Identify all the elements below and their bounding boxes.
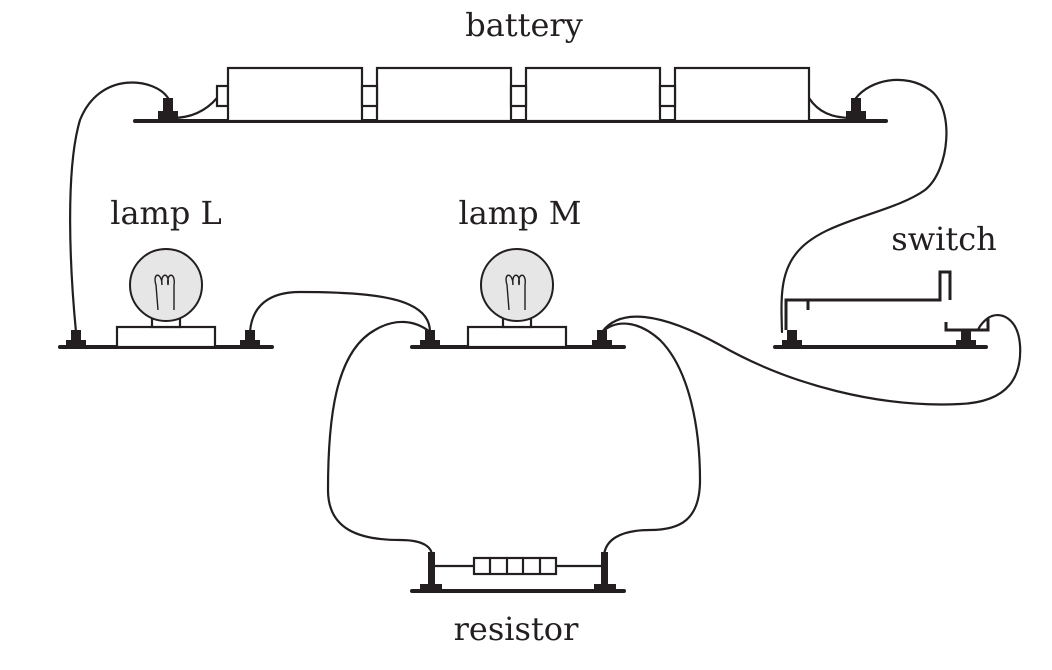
switch-terminal-left	[782, 330, 802, 348]
lamp-m-bulb	[480, 248, 554, 322]
wire-lamp-m-to-resistor-left	[326, 320, 434, 558]
battery-cell-3	[524, 66, 662, 123]
lamp-m-base	[466, 325, 568, 349]
wires	[69, 78, 1022, 558]
lamp-l-terminal-right	[240, 330, 260, 348]
battery	[133, 66, 888, 123]
lamp-l-filament	[154, 274, 175, 311]
lamp-l	[58, 248, 274, 349]
lamp-m-label: lamp M	[458, 194, 581, 232]
lamp-l-terminal-left	[66, 330, 86, 348]
battery-end-cap	[215, 84, 230, 108]
lamp-l-bulb	[129, 248, 203, 322]
switch-label: switch	[891, 220, 996, 258]
battery-right-lead	[807, 96, 854, 120]
switch	[773, 270, 990, 349]
battery-cell-connector	[658, 84, 677, 108]
lamp-m-terminal-right	[592, 330, 612, 348]
battery-cell-connector	[509, 84, 528, 108]
battery-cell-4	[673, 66, 811, 123]
battery-label: battery	[465, 6, 583, 44]
switch-terminal-right	[956, 330, 976, 348]
wire-battery-to-lamp-l	[69, 81, 170, 334]
resistor	[410, 552, 626, 593]
switch-lever	[784, 270, 952, 330]
lamp-m-filament	[505, 274, 526, 311]
wire-lamp-m-to-resistor-right	[600, 322, 702, 558]
battery-left-lead	[170, 96, 219, 120]
resistor-post-right	[594, 552, 616, 592]
resistor-body	[472, 556, 558, 576]
resistor-label: resistor	[454, 610, 579, 648]
battery-cell-1	[226, 66, 364, 123]
lamp-l-base	[115, 325, 217, 349]
wire-battery-to-switch	[780, 78, 948, 334]
battery-cell-connector	[360, 84, 379, 108]
battery-terminal-right	[846, 98, 866, 119]
wire-lamp-l-to-lamp-m	[248, 290, 432, 334]
lamp-l-label: lamp L	[110, 194, 222, 232]
resistor-post-left	[420, 552, 442, 592]
battery-terminal-left	[158, 98, 178, 119]
battery-cell-2	[375, 66, 513, 123]
lamp-m-terminal-left	[420, 330, 440, 348]
lamp-m	[410, 248, 626, 349]
wire-lamp-m-to-switch	[600, 313, 1022, 406]
